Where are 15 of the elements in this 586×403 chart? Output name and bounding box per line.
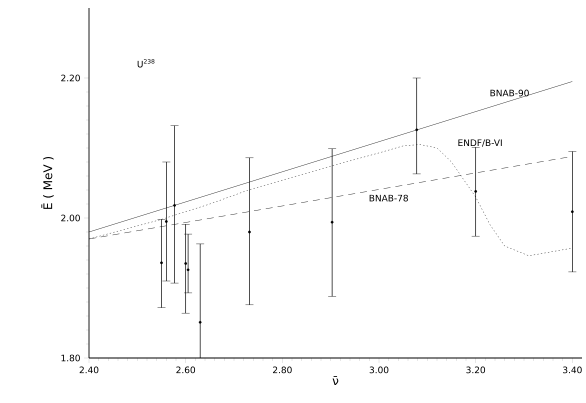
annotation: U$^{238}$ [138,59,154,68]
x-tick-label: 3.20 [466,366,486,374]
series-label: BNAB-78 [370,194,408,202]
y-tick-label: 1.80 [62,354,80,362]
x-tick-label: 3.00 [370,366,388,374]
x-tick-label: 2.80 [273,366,292,374]
series-label: BNAB-90 [490,90,529,96]
y-axis-title: Ē ( MeV ) [41,156,54,209]
x-tick-label: 3.40 [563,366,582,374]
x-tick-label: 2.40 [80,366,98,374]
x-axis-title: ν̄ [332,376,338,386]
x-tick-label: 2.60 [176,366,196,374]
series-label: ENDF/B-VI [458,139,502,147]
y-tick-label: 2.00 [61,214,80,222]
y-tick-label: 2.20 [61,74,80,82]
